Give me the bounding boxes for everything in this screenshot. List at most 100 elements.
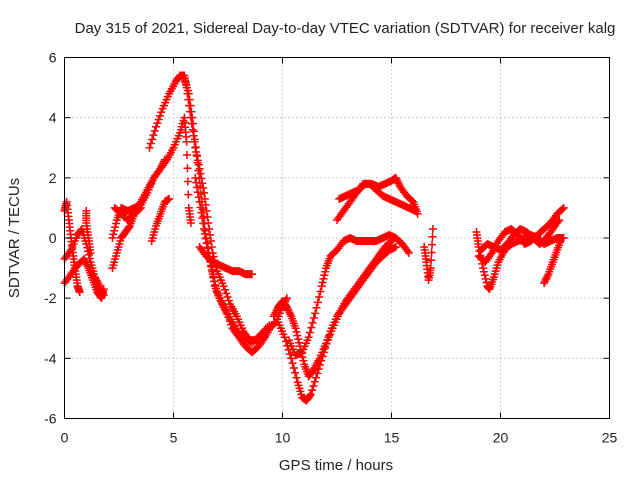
data-point-marker: [200, 224, 209, 233]
data-point-marker: [220, 285, 229, 294]
data-point-marker: [99, 291, 108, 300]
data-point-marker: [201, 234, 210, 243]
data-point-marker: [157, 108, 166, 117]
data-point-marker: [85, 254, 94, 263]
data-point-marker: [159, 159, 168, 168]
data-point-marker: [285, 350, 294, 359]
data-point-marker: [153, 119, 162, 128]
data-point-marker: [270, 310, 279, 319]
data-point-marker: [293, 331, 302, 340]
data-point-marker: [271, 308, 280, 317]
data-point-marker: [152, 122, 161, 131]
data-point-marker: [480, 271, 489, 280]
x-tick-label: 10: [275, 430, 291, 446]
data-point-marker: [253, 333, 262, 342]
data-point-marker: [183, 150, 192, 159]
data-point-marker: [321, 344, 330, 353]
series-track-14: [274, 243, 400, 405]
data-point-marker: [295, 338, 304, 347]
data-point-marker: [309, 314, 318, 323]
data-point-marker: [392, 175, 401, 184]
data-point-marker: [94, 280, 103, 289]
y-tick-label: -2: [44, 290, 57, 306]
data-point-marker: [254, 332, 263, 341]
data-point-marker: [192, 178, 201, 187]
chart-title: Day 315 of 2021, Sidereal Day-to-day VTE…: [75, 20, 616, 37]
data-point-marker: [403, 247, 412, 256]
data-point-marker: [391, 243, 400, 252]
data-point-marker: [309, 382, 318, 391]
data-point-marker: [259, 335, 268, 344]
data-point-marker: [261, 324, 270, 333]
data-point-marker: [157, 163, 166, 172]
data-point-marker: [322, 339, 331, 348]
x-tick-label: 25: [602, 430, 618, 446]
data-point-marker: [186, 101, 195, 110]
data-point-marker: [198, 214, 207, 223]
y-tick-label: -4: [44, 350, 57, 366]
data-point-marker: [190, 135, 199, 144]
data-point-marker: [111, 219, 120, 228]
data-point-marker: [394, 179, 403, 188]
series-track-7: [110, 203, 145, 224]
data-point-marker: [311, 309, 320, 318]
data-point-marker: [186, 218, 195, 227]
data-point-marker: [320, 271, 329, 280]
data-point-marker: [159, 157, 168, 166]
data-point-marker: [189, 119, 198, 128]
data-point-marker: [305, 391, 314, 400]
series-track-20: [474, 203, 568, 267]
data-point-marker: [194, 166, 203, 175]
data-point-marker: [182, 137, 191, 146]
data-point-marker: [427, 256, 436, 265]
data-point-marker: [93, 278, 102, 287]
data-point-marker: [247, 339, 256, 348]
data-point-marker: [184, 89, 193, 98]
data-point-marker: [284, 306, 293, 315]
data-point-marker: [542, 273, 551, 282]
data-point-marker: [288, 359, 297, 368]
data-point-marker: [541, 275, 550, 284]
data-point-marker: [393, 177, 402, 186]
data-point-marker: [222, 289, 231, 298]
data-point-marker: [294, 335, 303, 344]
data-point-marker: [202, 239, 211, 248]
data-point-marker: [97, 285, 106, 294]
data-point-marker: [195, 197, 204, 206]
data-point-marker: [251, 335, 260, 344]
data-point-marker: [314, 365, 323, 374]
data-point-marker: [263, 323, 272, 332]
data-point-marker: [207, 265, 216, 274]
data-point-marker: [108, 234, 117, 242]
data-point-marker: [86, 249, 95, 258]
data-point-marker: [313, 369, 322, 378]
data-point-marker: [269, 312, 278, 321]
data-point-marker: [219, 282, 228, 291]
data-point-marker: [306, 390, 315, 399]
x-tick-label: 15: [384, 430, 400, 446]
data-point-marker: [98, 289, 107, 298]
data-point-marker: [486, 250, 495, 259]
data-point-marker: [559, 203, 568, 212]
data-point-marker: [211, 280, 220, 289]
data-point-marker: [260, 326, 269, 335]
data-point-marker: [183, 164, 192, 173]
data-point-marker: [200, 229, 209, 238]
series-track-4: [82, 206, 95, 258]
data-point-marker: [249, 337, 258, 346]
data-point-marker: [145, 143, 154, 152]
data-point-marker: [191, 173, 200, 182]
data-point-marker: [97, 287, 106, 296]
data-point-marker: [308, 318, 317, 327]
data-point-marker: [310, 377, 319, 386]
data-point-marker: [318, 352, 327, 361]
series-track-12: [195, 243, 256, 279]
data-point-marker: [319, 274, 328, 283]
data-point-marker: [305, 328, 314, 337]
data-point-marker: [208, 270, 217, 279]
data-point-marker: [209, 273, 218, 282]
data-point-marker: [184, 190, 193, 199]
data-point-marker: [318, 278, 327, 287]
data-point-marker: [202, 206, 211, 215]
